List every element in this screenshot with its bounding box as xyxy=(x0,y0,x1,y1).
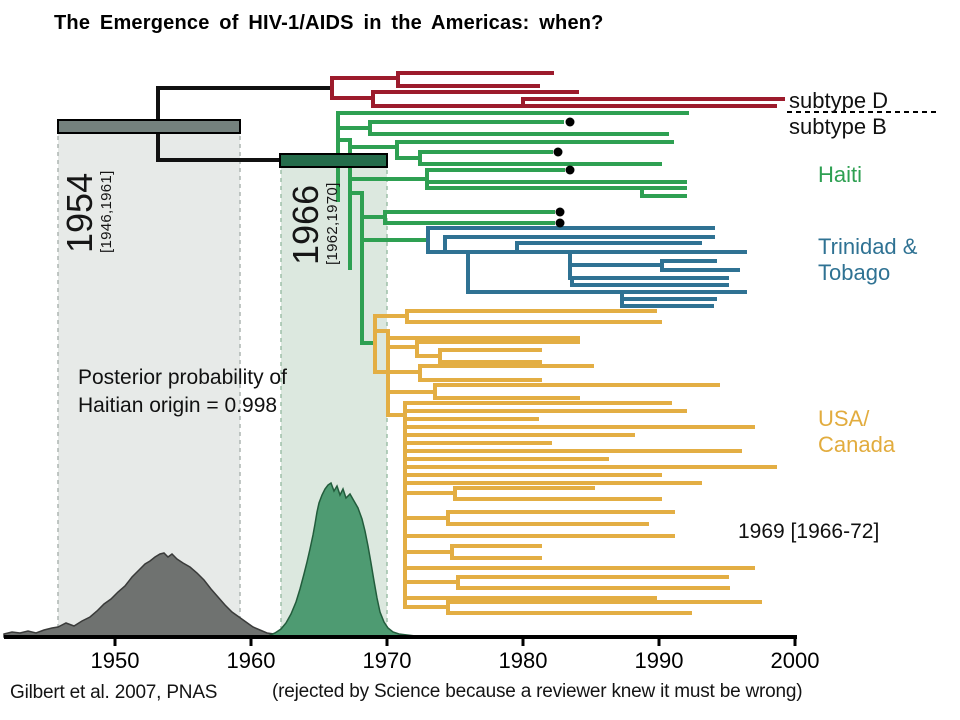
haiti-label: Haiti xyxy=(818,162,863,187)
posterior-annotation: Posterior probability of Haitian origin … xyxy=(78,364,287,420)
node-1954-ci: [1946,1961] xyxy=(98,170,115,253)
posterior-line1: Posterior probability of xyxy=(78,366,287,389)
trinidad-tobago-label: Trinidad & Tobago xyxy=(818,234,918,285)
x-tick-1960: 1960 xyxy=(226,648,276,673)
subtype-b-label: subtype B xyxy=(789,114,887,139)
x-tick-1950: 1950 xyxy=(90,648,140,673)
subtype-d-label: subtype D xyxy=(789,88,889,113)
citation-text: Gilbert et al. 2007, PNAS xyxy=(10,682,218,703)
posterior-line2: Haitian origin = 0.998 xyxy=(78,394,278,417)
usa-node-estimate: 1969 [1966-72] xyxy=(738,520,880,543)
node-1966-year: 1966 xyxy=(285,184,326,265)
usa-canada-label: USA/ Canada xyxy=(818,406,896,457)
x-tick-1980: 1980 xyxy=(498,648,548,673)
node-1954-annotation: 1954 [1946,1961] xyxy=(59,170,145,308)
x-tick-1970: 1970 xyxy=(362,648,412,673)
page-title: The Emergence of HIV-1/AIDS in the Ameri… xyxy=(54,12,604,34)
x-tick-2000: 2000 xyxy=(770,648,820,673)
rejection-note: (rejected by Science because a reviewer … xyxy=(272,681,803,702)
x-tick-1990: 1990 xyxy=(634,648,684,673)
node-1954-year: 1954 xyxy=(59,172,100,253)
node-1966-ci: [1962,1970] xyxy=(324,182,341,265)
node-1966-annotation: 1966 [1962,1970] xyxy=(285,182,371,320)
